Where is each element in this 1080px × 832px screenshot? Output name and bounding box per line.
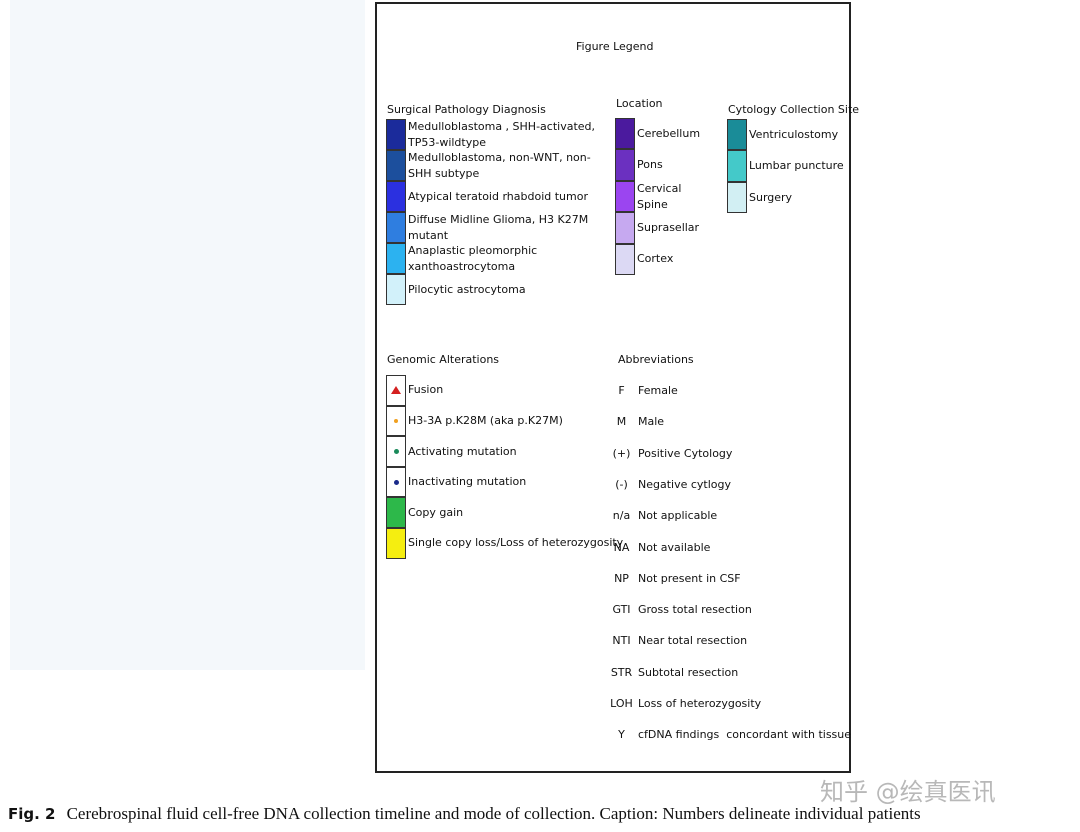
abbreviation-meaning: Gross total resection — [638, 603, 752, 617]
legend-swatch — [386, 274, 406, 305]
abbreviation: (-) — [615, 477, 628, 491]
caption-text: Cerebrospinal fluid cell-free DNA collec… — [66, 804, 921, 823]
abbreviation: (+) — [612, 446, 631, 460]
legend-swatch — [386, 243, 406, 274]
legend-label: Anaplastic pleomorphic xanthoastrocytoma — [408, 243, 538, 273]
legend-label: Activating mutation — [408, 444, 517, 458]
legend-label: Cervical Spine — [637, 181, 682, 211]
legend-swatch — [615, 149, 635, 181]
abbreviation-meaning: Positive Cytology — [638, 446, 733, 460]
legend-title: Figure Legend — [576, 40, 654, 53]
legend-swatch — [615, 180, 635, 213]
legend-label: Lumbar puncture — [749, 159, 844, 173]
legend-swatch — [727, 119, 747, 151]
section-title: Genomic Alterations — [387, 353, 500, 366]
abbreviation-meaning: Not available — [638, 540, 711, 554]
abbreviation-meaning: Subtotal resection — [638, 665, 739, 679]
legend-frame — [375, 2, 851, 773]
legend-label: Pons — [637, 158, 663, 172]
abbreviation-meaning: Female — [638, 384, 678, 398]
abbreviation: GTI — [612, 603, 631, 617]
figure-panel-background — [10, 0, 365, 670]
abbreviation-meaning: Loss of heterozygosity — [638, 697, 762, 711]
abbreviation-meaning: Not present in CSF — [638, 571, 741, 585]
legend-swatch — [727, 150, 747, 182]
legend-swatch — [386, 150, 406, 181]
abbreviation-meaning: Negative cytlogy — [638, 477, 732, 491]
section-title: Location — [616, 97, 663, 110]
abbreviation: NP — [614, 571, 629, 585]
legend-label: H3-3A p.K28M (aka p.K27M) — [408, 413, 563, 427]
legend-label: Cerebellum — [637, 126, 701, 140]
legend-label: Inactivating mutation — [408, 475, 527, 489]
abbreviation: STR — [610, 665, 633, 679]
legend-label: Diffuse Midline Glioma, H3 K27M mutant — [408, 212, 589, 242]
mutation-dot — [393, 479, 399, 485]
legend-label: Medulloblastoma , SHH-activated, TP53-wi… — [408, 119, 596, 149]
legend-label: Single copy loss/Loss of heterozygosity — [408, 536, 624, 550]
legend-label: Suprasellar — [637, 220, 700, 234]
legend-swatch — [386, 528, 406, 559]
legend-swatch — [386, 119, 406, 150]
legend-label: Atypical teratoid rhabdoid tumor — [408, 189, 588, 203]
abbreviation-meaning: Not applicable — [638, 509, 718, 523]
caption: Fig. 2 Cerebrospinal fluid cell-free DNA… — [8, 804, 921, 824]
abbreviation: NTI — [612, 634, 631, 648]
watermark: 知乎 @绘真医讯 — [820, 778, 996, 806]
abbreviation-meaning: cfDNA findings concordant with tissue — [638, 728, 852, 742]
legend-label: Cortex — [637, 252, 674, 266]
legend-swatch — [615, 118, 635, 150]
legend-swatch — [386, 212, 406, 243]
fusion-symbol — [391, 386, 401, 394]
abbreviation: M — [616, 415, 627, 429]
abbreviation: F — [618, 384, 625, 398]
legend-label: Copy gain — [408, 505, 464, 519]
legend-label: Surgery — [749, 190, 793, 204]
abbreviation: Y — [618, 728, 625, 742]
abbreviation-meaning: Male — [638, 415, 665, 429]
abbreviation: LOH — [610, 697, 633, 711]
legend-swatch — [615, 243, 635, 275]
legend-swatch — [386, 181, 406, 212]
section-title: Cytology Collection Site — [728, 103, 860, 116]
mutation-dot — [394, 418, 398, 423]
mutation-dot — [393, 449, 399, 454]
caption-label: Fig. 2 — [8, 805, 56, 823]
section-title: Surgical Pathology Diagnosis — [387, 103, 546, 116]
section-title: Abbreviations — [618, 353, 694, 366]
legend-swatch — [727, 181, 747, 214]
legend-label: Medulloblastoma, non-WNT, non-SHH subtyp… — [408, 150, 591, 180]
legend-swatch — [615, 212, 635, 244]
abbreviation-meaning: Near total resection — [638, 634, 748, 648]
abbreviation: n/a — [612, 509, 631, 523]
legend-label: Pilocytic astrocytoma — [408, 282, 526, 296]
legend-swatch — [386, 497, 406, 528]
abbreviation: NA — [613, 540, 630, 554]
legend-label: Ventriculostomy — [749, 127, 839, 141]
legend-label: Fusion — [408, 383, 444, 397]
